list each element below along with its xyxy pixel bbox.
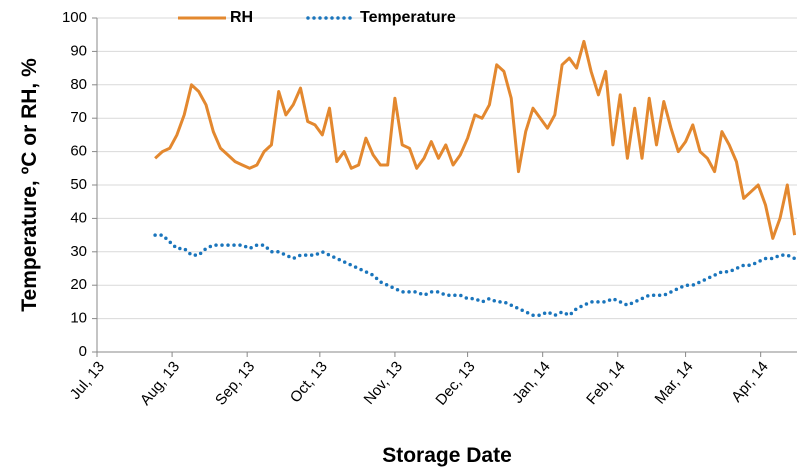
x-tick-label: Nov, 13 <box>360 358 406 408</box>
y-tick-label: 50 <box>70 176 87 193</box>
series-line <box>154 39 797 240</box>
x-axis-title: Storage Date <box>382 444 512 467</box>
y-tick-label: 30 <box>70 243 87 260</box>
legend-label: RH <box>230 9 253 26</box>
y-tick-label: 40 <box>70 209 87 226</box>
x-tick-label: Sep, 13 <box>212 358 258 409</box>
series-line <box>153 233 797 318</box>
y-tick-label: 0 <box>79 343 87 360</box>
y-tick-label: 90 <box>70 42 87 59</box>
legend-label: Temperature <box>360 9 456 26</box>
x-tick-label: Jan, 14 <box>509 358 554 407</box>
y-tick-label: 80 <box>70 76 87 93</box>
y-axis-title: Temperature, ºC or RH, % <box>18 58 41 312</box>
x-tick-label: Feb, 14 <box>583 358 629 408</box>
x-tick-label: Mar, 14 <box>652 358 697 407</box>
x-tick-label: Oct, 13 <box>287 358 331 406</box>
y-tick-label: 10 <box>70 310 87 327</box>
y-tick-label: 70 <box>70 109 87 126</box>
x-tick-label: Aug, 13 <box>137 358 183 409</box>
y-tick-label: 20 <box>70 276 87 293</box>
x-tick-label: Dec, 13 <box>432 358 478 409</box>
y-tick-label: 60 <box>70 143 87 160</box>
x-tick-label: Jul, 13 <box>67 358 108 403</box>
x-tick-label: Apr, 14 <box>728 358 772 405</box>
y-tick-label: 100 <box>62 9 87 26</box>
